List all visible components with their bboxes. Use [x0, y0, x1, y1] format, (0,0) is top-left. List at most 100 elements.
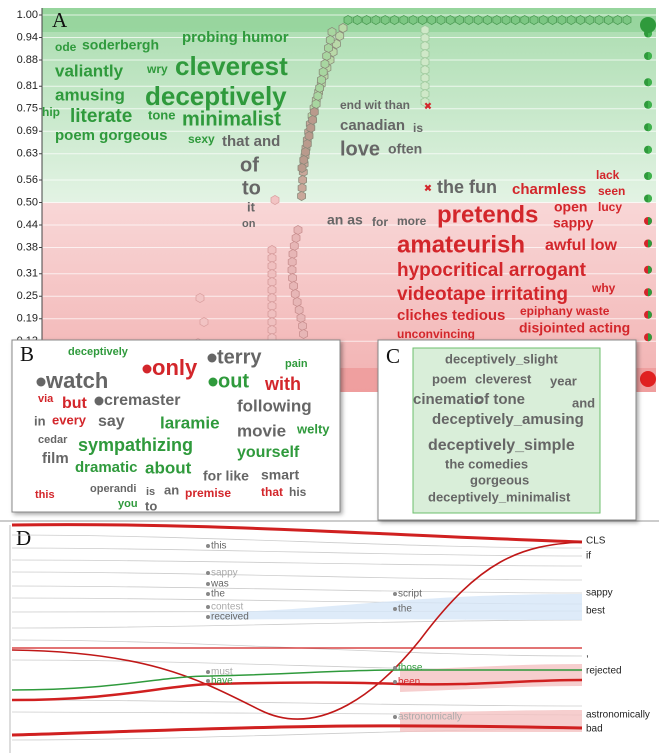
hexagon: [427, 14, 437, 26]
word: open: [554, 199, 587, 215]
token-dot: [206, 592, 210, 596]
hexagon: [324, 42, 333, 54]
hexagon: [317, 74, 326, 86]
hexagon: [464, 14, 474, 26]
hexagon: [290, 288, 300, 300]
hexagon: [293, 224, 303, 236]
panel-label: D: [16, 526, 31, 550]
word: you: [118, 498, 138, 510]
word: tone: [148, 107, 175, 122]
token-dot: [393, 666, 397, 670]
band: [210, 594, 582, 620]
word-dot: [208, 377, 218, 387]
word: love: [340, 138, 380, 160]
hexagon: [501, 14, 511, 26]
hexagon: [492, 14, 502, 26]
word: poem gorgeous: [55, 127, 168, 144]
hexagon: [308, 114, 317, 126]
word: deceptively_minimalist: [428, 489, 571, 504]
word: deceptively_slight: [445, 351, 558, 366]
word: about: [145, 458, 192, 477]
word: say: [98, 413, 125, 430]
hexagon: [199, 316, 209, 328]
hexagon: [511, 14, 520, 26]
token: the: [211, 589, 225, 600]
token: the: [398, 604, 412, 615]
indicator-big: [640, 17, 656, 33]
word: ode: [55, 40, 77, 54]
word: end wit than: [340, 98, 410, 112]
y-tick-label: 1.00: [17, 9, 38, 21]
hexagon: [538, 14, 548, 26]
word: of: [240, 154, 259, 176]
hexagon: [483, 14, 492, 26]
indicator-half: [648, 78, 652, 87]
word: often: [388, 141, 422, 157]
hexagon: [557, 14, 567, 26]
word: amateurish: [397, 231, 525, 258]
word: cinematic: [413, 391, 482, 408]
token: must: [211, 667, 233, 678]
token: if: [586, 551, 591, 562]
hexagon: [289, 280, 298, 292]
token: astronomically: [586, 710, 650, 721]
panel-a: 1.00 0.94 0.88 0.81 0.75 0.69 0.63 0.56 0.50 0.44…: [17, 8, 656, 392]
hexagon: [322, 50, 332, 62]
flow-red: [11, 724, 583, 737]
token-dot: [206, 605, 210, 609]
hexagon: [418, 14, 427, 26]
indicator-half: [648, 123, 652, 132]
token: those: [398, 663, 423, 674]
hexagon: [594, 14, 604, 26]
token: sappy: [211, 568, 238, 579]
word: out: [218, 370, 249, 392]
y-tick-label: 0.56: [17, 174, 38, 186]
word: movie: [237, 421, 286, 440]
y-tick-label: 0.81: [17, 80, 38, 92]
flow: [11, 559, 583, 567]
token-dot: [206, 670, 210, 674]
word: deceptively: [145, 81, 287, 111]
hexagon: [390, 14, 399, 26]
y-tick-label: 0.19: [17, 313, 38, 325]
y-tick-label: 0.31: [17, 268, 38, 280]
token: have: [211, 676, 233, 687]
word: the comedies: [445, 456, 528, 471]
word: an: [164, 482, 179, 497]
indicator-half: [648, 310, 652, 319]
word: deceptively_simple: [428, 437, 575, 454]
word: videotape irritating: [397, 284, 568, 305]
hexagon: [294, 304, 304, 316]
token: sappy: [586, 588, 613, 599]
y-tick-label: 0.94: [17, 31, 38, 43]
word: to: [242, 177, 261, 199]
token-dot: [206, 571, 210, 575]
word: in: [34, 413, 46, 428]
word: and: [572, 395, 595, 410]
flow-green: [11, 669, 582, 691]
indicator-half: [648, 145, 652, 154]
y-tick-label: 0.25: [17, 290, 38, 302]
token-dot: [393, 680, 397, 684]
word: following: [237, 396, 312, 415]
word: deceptively_amusing: [432, 411, 584, 428]
word: every: [52, 412, 87, 427]
word: it: [247, 199, 256, 214]
word: wry: [146, 62, 168, 76]
word: his: [289, 485, 307, 499]
word: watch: [45, 368, 108, 393]
hexagon: [399, 14, 409, 26]
word: an as: [327, 212, 363, 228]
token: ,: [586, 649, 589, 660]
word: cleverest: [475, 371, 532, 386]
y-tick-label: 0.75: [17, 103, 38, 115]
hexagon: [566, 14, 576, 26]
x-mark: ✖: [424, 102, 432, 113]
indicator-half: [648, 52, 652, 60]
word: sympathizing: [78, 435, 193, 455]
token: this: [211, 541, 227, 552]
word: operandi: [90, 483, 136, 495]
word: sexy: [188, 132, 215, 146]
